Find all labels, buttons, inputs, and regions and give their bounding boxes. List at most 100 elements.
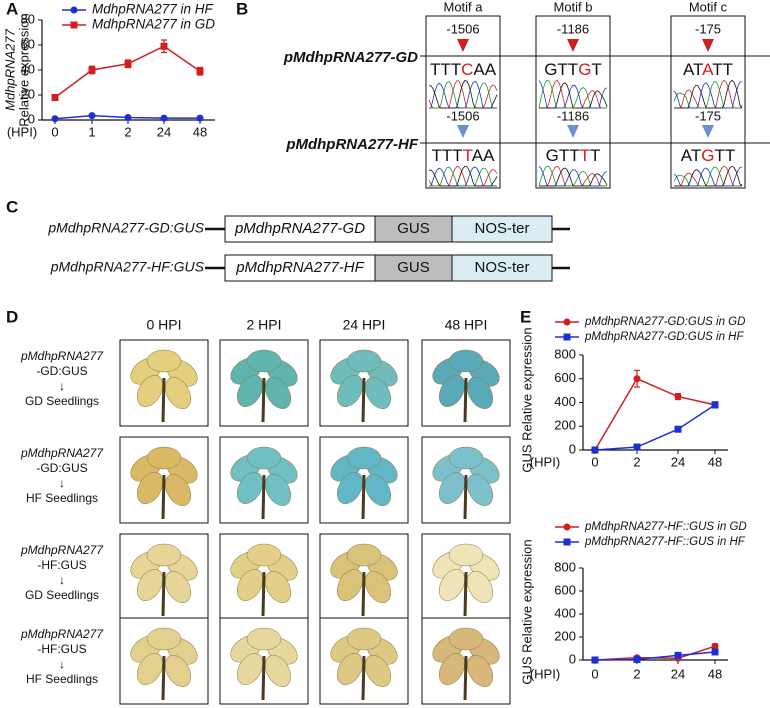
leaf (164, 377, 192, 409)
stem (361, 571, 366, 617)
sequence-part: G (578, 60, 591, 79)
snp-arrow (457, 125, 469, 138)
leaf (364, 655, 392, 687)
chromatogram (538, 79, 607, 109)
leaf (438, 569, 466, 601)
chromatogram (539, 79, 607, 109)
y-tick-label: 600 (554, 582, 576, 597)
sequence-part: AT (683, 60, 703, 79)
motif-position: -1186 (557, 21, 589, 36)
leaf (164, 571, 192, 603)
sequence: GTTGT (544, 60, 602, 79)
chromatogram (674, 165, 743, 187)
snp-arrow (457, 39, 469, 52)
y-axis-label: Relative expression (16, 13, 31, 126)
marker (196, 114, 204, 122)
chromatogram (429, 81, 497, 109)
panel-label: A (6, 0, 18, 18)
chromatogram (538, 166, 608, 187)
chromatogram (539, 167, 608, 187)
construct-part (451, 254, 553, 282)
row-label: pMdhpRNA277 (20, 446, 104, 460)
y-axis-label: MdhpRNA277 (2, 28, 17, 110)
stem (463, 571, 468, 617)
panel-label: D (6, 307, 18, 326)
x-tick-label: 2 (633, 666, 640, 681)
series-line (594, 651, 716, 661)
stem (361, 655, 366, 701)
sequence: TTTTAA (432, 146, 496, 165)
leaf (264, 655, 292, 687)
y-tick-label: 40 (21, 61, 35, 76)
y-tick-label: 60 (21, 36, 35, 51)
stem (261, 377, 266, 423)
x-tick-label: 2 (124, 124, 131, 139)
leaf (136, 472, 164, 504)
chromatogram (538, 165, 607, 187)
leaf (448, 349, 484, 373)
leaf (336, 375, 364, 407)
y-tick-label: 200 (554, 628, 576, 643)
motif-position: -1186 (557, 108, 589, 123)
leaf (346, 543, 382, 567)
construct-label: pMdhpRNA277-HF:GUS (50, 259, 205, 275)
stem (161, 474, 166, 520)
marker (633, 443, 641, 451)
construct-part (224, 215, 376, 243)
x-tick-label: 2 (633, 454, 640, 469)
marker (674, 425, 682, 433)
chromatogram (538, 80, 608, 109)
stem (261, 571, 266, 617)
marker (633, 655, 641, 663)
y-tick-label: 0 (569, 441, 576, 456)
leaf (146, 446, 182, 470)
leaf (146, 627, 182, 651)
sequence-part: GTT (544, 60, 578, 79)
panel-label: B (236, 0, 248, 18)
x-tick-label: 48 (193, 124, 207, 139)
row-label: ↓ (59, 657, 65, 671)
leaf (236, 472, 264, 504)
chromatogram (429, 80, 497, 109)
row-label: -GD:GUS (36, 461, 87, 475)
leaf (438, 653, 466, 685)
row-label: HF Seedlings (26, 672, 98, 686)
leaf (136, 375, 164, 407)
legend-label: pMdhpRNA277-HF::GUS in HF (584, 536, 746, 548)
column-header: 48 HPI (445, 317, 488, 333)
sequence-part: TT (712, 60, 733, 79)
x-axis-label: (HPI) (530, 454, 560, 469)
motif-name: Motif b (553, 0, 592, 14)
motif-position: -175 (695, 21, 721, 36)
y-tick-label: 800 (554, 346, 576, 361)
stem (463, 655, 468, 701)
row-label: GD Seedlings (25, 588, 99, 602)
x-tick-label: 48 (708, 666, 722, 681)
leaf (246, 446, 282, 470)
sequence-part: TTT (430, 60, 461, 79)
stem (161, 571, 166, 617)
leaf (246, 543, 282, 567)
marker (563, 318, 571, 326)
motif-box (670, 15, 746, 189)
motif-name: Motif a (443, 0, 483, 14)
row-label: pMdhpRNA277 (20, 627, 104, 641)
sequence-part: T (591, 60, 601, 79)
leaf (438, 472, 466, 504)
leaf (364, 377, 392, 409)
construct-part-label: pMdhpRNA277-GD (234, 220, 365, 237)
y-axis-label: GUS Relative expression (519, 539, 534, 684)
x-axis-label: (HPI) (7, 124, 37, 139)
leaf (146, 543, 182, 567)
marker (88, 66, 96, 74)
marker (124, 60, 132, 68)
marker (51, 115, 59, 123)
legend-label: MdhpRNA277 in GD (92, 17, 215, 32)
sequence-part: TTT (432, 146, 463, 165)
leaf (466, 571, 494, 603)
row-label: -GD:GUS (36, 364, 87, 378)
leaf (466, 655, 494, 687)
construct-part (451, 215, 553, 243)
marker (70, 21, 78, 29)
